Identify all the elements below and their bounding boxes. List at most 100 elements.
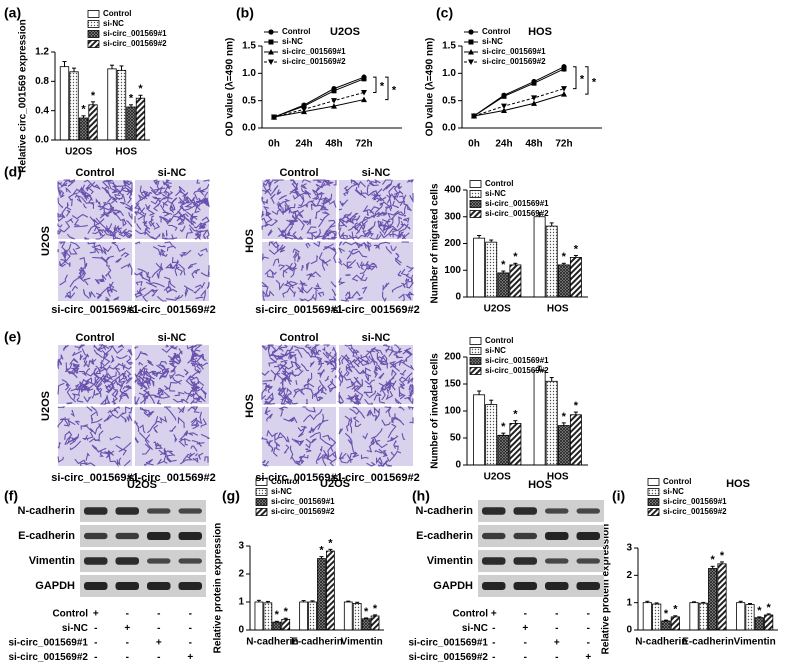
blot-band: [545, 532, 569, 540]
image-label: Control: [279, 332, 318, 344]
bar: [545, 225, 558, 298]
bar: [670, 616, 680, 631]
line: [473, 93, 565, 117]
blot-band: [147, 532, 171, 540]
y-axis-label: Number of migrated cells: [430, 183, 441, 303]
legend-marker: [268, 59, 274, 65]
y-tick-label: 0.5: [442, 95, 456, 106]
legend-label: si-NC: [485, 189, 506, 198]
blot-band: [147, 582, 171, 590]
legend-label: si-circ_001569#2: [485, 209, 549, 218]
band-label: GAPDH: [35, 580, 75, 592]
y-tick-label: 1.2: [35, 47, 49, 58]
significance-star: *: [392, 84, 397, 96]
bar: [764, 614, 774, 631]
bar: [326, 550, 335, 631]
legend-label: si-circ_001569#1: [271, 497, 335, 506]
condition-sign: -: [492, 638, 495, 649]
bar: [281, 618, 291, 631]
legend-marker: [268, 29, 274, 35]
image-label: si-circ_001569#2: [128, 304, 215, 316]
x-tick-label: HOS: [547, 472, 569, 483]
condition-label: si-circ_001569#1: [408, 638, 488, 649]
blot-band: [147, 558, 171, 564]
condition-sign: -: [587, 623, 590, 634]
blot-band: [576, 558, 600, 564]
image-label: si-circ_001569#1: [51, 472, 138, 484]
x-tick-label: U2OS: [484, 304, 512, 315]
condition-sign: -: [94, 638, 97, 649]
y-tick-label: 0: [455, 460, 461, 471]
significance-star: *: [574, 243, 579, 255]
legend-swatch: [469, 180, 482, 188]
band-label: E-cadherin: [18, 530, 75, 542]
point: [531, 95, 537, 101]
y-tick-label: 3: [238, 541, 244, 552]
bar: [135, 97, 146, 141]
chart-title: HOS: [528, 26, 552, 38]
y-tick-label: 2: [238, 569, 244, 580]
condition-label: si-NC: [62, 623, 88, 634]
bar: [569, 414, 582, 466]
y-tick-label: 150: [444, 379, 461, 390]
significance-bracket: [373, 76, 377, 93]
bar: [88, 104, 98, 141]
blot-band: [545, 558, 569, 564]
significance-star: *: [328, 537, 333, 549]
bar: [557, 264, 570, 298]
band-label: N-cadherin: [416, 505, 474, 517]
y-tick-label: 0: [455, 292, 461, 303]
cell-line-label: U2OS: [40, 391, 52, 421]
band-label: Vimentin: [427, 555, 474, 567]
blot-band: [482, 507, 506, 515]
y-tick-label: 200: [444, 352, 461, 363]
panel-label: (d): [4, 164, 22, 180]
legend-label: si-NC: [271, 487, 292, 496]
bar: [509, 423, 522, 466]
x-tick-label: E-cadherin: [291, 637, 343, 648]
condition-label: Control: [452, 609, 488, 620]
line: [273, 99, 365, 118]
blot-band: [482, 532, 506, 540]
y-tick-label: 0: [626, 625, 632, 636]
legend-swatch: [647, 478, 660, 486]
y-tick-label: 50: [450, 433, 462, 444]
significance-star: *: [501, 259, 506, 271]
image-label: si-NC: [362, 332, 391, 344]
y-tick-label: 1: [238, 597, 244, 608]
cell-texture: [57, 406, 133, 468]
blot-title: U2OS: [127, 479, 157, 491]
cell-line-label: HOS: [244, 394, 256, 418]
image-label: si-circ_001569#1: [255, 472, 342, 484]
blot-band: [513, 532, 537, 540]
bar: [497, 434, 510, 466]
legend-label: si-circ_001569#1: [485, 199, 549, 208]
x-tick-label: U2OS: [484, 472, 512, 483]
significance-star: *: [664, 608, 669, 620]
y-tick-label: 100: [444, 406, 461, 417]
bar: [370, 615, 380, 631]
condition-label: si-NC: [462, 623, 488, 634]
significance-star: *: [580, 74, 585, 86]
legend-swatch: [87, 20, 100, 28]
cell-texture: [337, 344, 415, 406]
image-label: si-NC: [362, 167, 391, 179]
bar: [497, 272, 510, 298]
significance-star: *: [757, 605, 762, 617]
line: [273, 91, 365, 118]
legend-label: si-NC: [663, 487, 684, 496]
bar: [343, 601, 353, 631]
bar: [533, 216, 546, 298]
cell-texture: [134, 344, 209, 405]
panel-label: (f): [4, 488, 18, 504]
point: [361, 96, 367, 103]
legend-label: si-circ_001569#2: [663, 507, 727, 516]
cell-texture: [134, 405, 211, 467]
point: [471, 113, 477, 119]
legend-label: si-NC: [485, 346, 506, 355]
bar: [69, 71, 79, 141]
cell-line-label: HOS: [244, 229, 256, 253]
micrograph: [262, 242, 336, 301]
bar: [545, 380, 558, 466]
y-axis-label: Relative protein expression: [213, 523, 224, 654]
